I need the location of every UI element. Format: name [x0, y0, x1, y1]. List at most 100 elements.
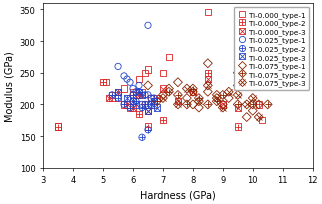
Point — [128, 106, 133, 110]
Point — [250, 97, 255, 100]
Point — [166, 56, 172, 59]
Point — [259, 119, 264, 122]
Point — [214, 97, 219, 100]
Point — [190, 103, 195, 106]
Point — [160, 94, 166, 97]
Point — [128, 106, 133, 110]
Point — [160, 72, 166, 75]
Point — [196, 100, 202, 103]
Point — [190, 88, 195, 91]
Legend: Ti-0.000_type-1, Ti-0.000_type-2, Ti-0.000_type-3, Ti-0.025_type-1, Ti-0.025_typ: Ti-0.000_type-1, Ti-0.000_type-2, Ti-0.0… — [233, 8, 309, 90]
Point — [175, 100, 181, 103]
Point — [151, 100, 156, 103]
Point — [139, 136, 145, 139]
Point — [154, 100, 159, 103]
Point — [56, 125, 61, 129]
Point — [220, 94, 225, 97]
Point — [121, 88, 127, 91]
Point — [107, 97, 112, 100]
Point — [166, 88, 172, 91]
Y-axis label: Modulus (GPa): Modulus (GPa) — [4, 51, 14, 121]
Point — [125, 78, 130, 81]
Point — [160, 97, 166, 100]
Point — [235, 125, 240, 129]
Point — [116, 97, 121, 100]
Point — [139, 94, 145, 97]
Point — [121, 103, 127, 106]
Point — [146, 84, 151, 88]
Point — [256, 116, 261, 119]
Point — [121, 103, 127, 106]
Point — [139, 91, 145, 94]
Point — [205, 11, 210, 15]
Point — [265, 103, 270, 106]
Point — [148, 103, 154, 106]
Point — [154, 106, 159, 110]
Point — [148, 97, 154, 100]
Point — [142, 103, 147, 106]
Point — [151, 103, 156, 106]
Point — [125, 97, 130, 100]
Point — [128, 97, 133, 100]
Point — [133, 103, 138, 106]
X-axis label: Hardness (GPa): Hardness (GPa) — [140, 190, 216, 200]
Point — [137, 84, 142, 88]
Point — [226, 91, 232, 94]
Point — [109, 94, 115, 97]
Point — [133, 94, 138, 97]
Point — [137, 78, 142, 81]
Point — [205, 78, 210, 81]
Point — [148, 97, 154, 100]
Point — [130, 91, 136, 94]
Point — [128, 81, 133, 84]
Point — [142, 103, 147, 106]
Point — [250, 110, 255, 113]
Point — [160, 119, 166, 122]
Point — [116, 65, 121, 69]
Point — [137, 91, 142, 94]
Point — [220, 103, 225, 106]
Point — [130, 88, 136, 91]
Point — [226, 97, 232, 100]
Point — [244, 116, 249, 119]
Point — [256, 103, 261, 106]
Point — [146, 94, 151, 97]
Point — [146, 128, 151, 132]
Point — [235, 94, 240, 97]
Point — [100, 81, 106, 84]
Point — [154, 97, 159, 100]
Point — [184, 97, 189, 100]
Point — [190, 91, 195, 94]
Point — [137, 113, 142, 116]
Point — [142, 72, 147, 75]
Point — [190, 91, 195, 94]
Point — [125, 103, 130, 106]
Point — [235, 106, 240, 110]
Point — [146, 125, 151, 129]
Point — [103, 81, 109, 84]
Point — [146, 110, 151, 113]
Point — [244, 50, 249, 53]
Point — [256, 103, 261, 106]
Point — [139, 103, 145, 106]
Point — [205, 103, 210, 106]
Point — [109, 97, 115, 100]
Point — [130, 94, 136, 97]
Point — [151, 97, 156, 100]
Point — [220, 106, 225, 110]
Point — [244, 103, 249, 106]
Point — [175, 81, 181, 84]
Point — [148, 103, 154, 106]
Point — [137, 91, 142, 94]
Point — [184, 88, 189, 91]
Point — [235, 103, 240, 106]
Point — [214, 100, 219, 103]
Point — [205, 91, 210, 94]
Point — [121, 75, 127, 78]
Point — [196, 97, 202, 100]
Point — [133, 100, 138, 103]
Point — [130, 94, 136, 97]
Point — [235, 72, 240, 75]
Point — [137, 94, 142, 97]
Point — [220, 103, 225, 106]
